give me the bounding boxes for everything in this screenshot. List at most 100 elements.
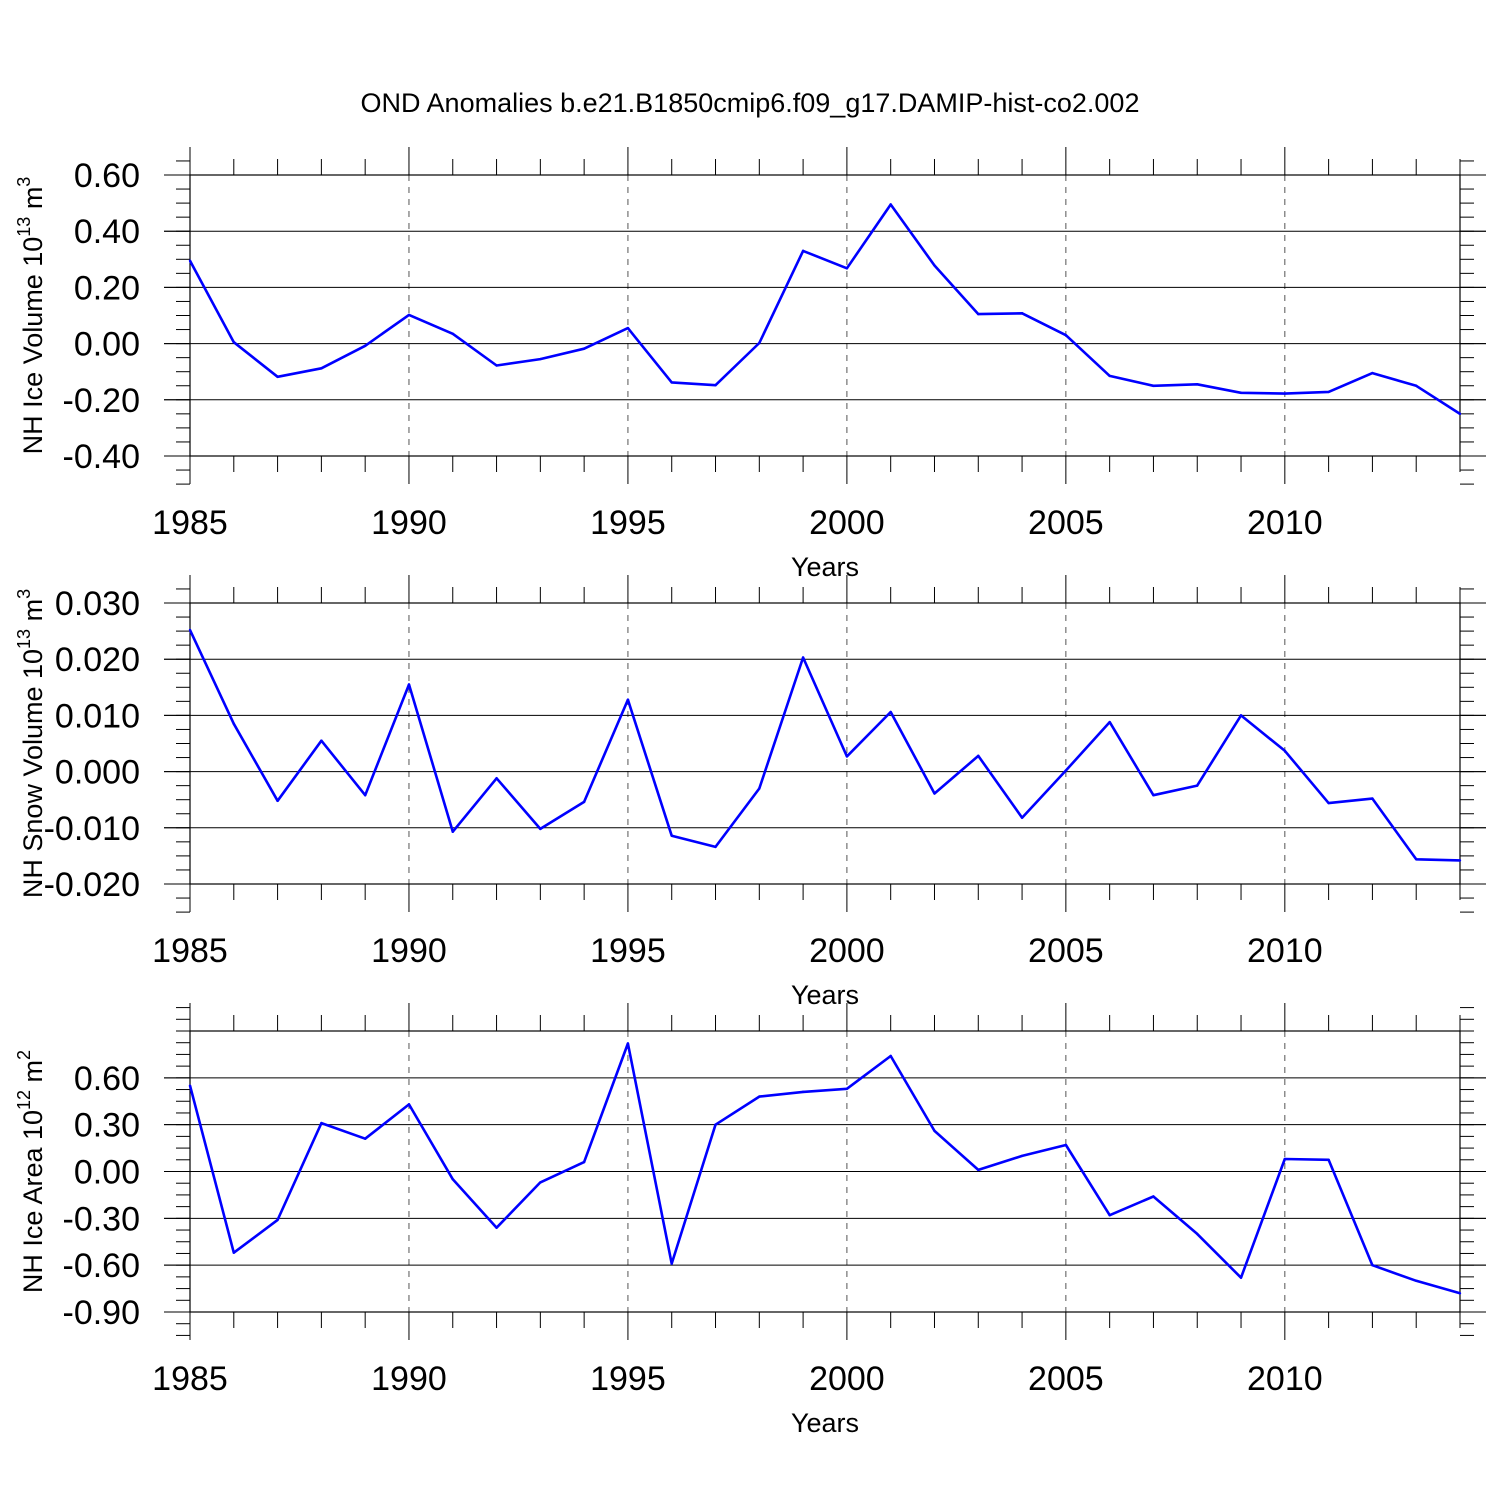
data-point xyxy=(933,264,936,267)
data-point xyxy=(1327,1158,1330,1161)
data-point xyxy=(1327,801,1330,805)
y-tick-label: -0.40 xyxy=(63,438,141,476)
x-tick-label: 1995 xyxy=(590,1360,666,1398)
y-tick-label: 0.020 xyxy=(55,641,140,679)
plot-frame xyxy=(189,602,1461,885)
data-point xyxy=(188,259,192,262)
x-tick-label: 2010 xyxy=(1247,1360,1323,1398)
panel-2: -0.020 -0.010 0.000 0.010 0.020 0.030 1985 1990… xyxy=(14,575,1486,1010)
series-line xyxy=(188,203,1461,415)
x-tick-label: 1985 xyxy=(152,504,228,542)
data-point xyxy=(889,203,892,206)
data-point xyxy=(232,722,235,726)
data-point xyxy=(889,1054,892,1058)
x-tick-label: 1985 xyxy=(152,932,228,970)
panel-3: -0.90 -0.60 -0.30 0.00 0.30 0.60 1985 1990 1995 2… xyxy=(14,1003,1486,1438)
y-tick-label: 0.60 xyxy=(74,1060,140,1098)
data-point xyxy=(714,1123,717,1126)
y-tick-label: -0.90 xyxy=(63,1294,141,1332)
y-axis-title: NH Ice Volume 1013 m3 xyxy=(14,177,48,455)
data-point xyxy=(276,375,279,378)
data-point xyxy=(451,1178,454,1181)
data-point xyxy=(1415,384,1418,387)
data-point xyxy=(801,249,805,253)
data-point xyxy=(889,710,892,714)
data-point xyxy=(801,1090,805,1094)
data-point xyxy=(1415,1279,1418,1282)
x-axis-title: Years xyxy=(791,552,859,582)
series-line xyxy=(188,1042,1461,1295)
y-tick-label: 0.010 xyxy=(55,697,140,735)
data-point xyxy=(845,267,849,270)
data-point xyxy=(1371,797,1374,800)
plot-frame xyxy=(189,174,1461,457)
data-point xyxy=(801,656,805,659)
data-point xyxy=(320,739,323,742)
data-point xyxy=(845,755,849,758)
data-point xyxy=(1152,1195,1155,1198)
data-point xyxy=(1458,859,1462,862)
x-tick-label: 2005 xyxy=(1028,1360,1104,1398)
data-point xyxy=(1064,333,1068,337)
x-tick-label: 2000 xyxy=(809,1360,885,1398)
chart-title: OND Anomalies b.e21.B1850cmip6.f09_g17.D… xyxy=(361,88,1140,118)
data-point xyxy=(1108,1214,1111,1217)
y-axis-title-unit-exponent: 3 xyxy=(14,589,34,599)
x-tick-label: 2010 xyxy=(1247,932,1323,970)
y-tick-label: 0.20 xyxy=(74,269,140,307)
data-point xyxy=(1196,784,1199,787)
data-point xyxy=(1371,1263,1374,1267)
data-point xyxy=(933,792,936,795)
x-tick-label: 2005 xyxy=(1028,932,1104,970)
data-point xyxy=(320,367,323,370)
y-tick-label: 0.00 xyxy=(74,326,140,364)
data-point xyxy=(1327,390,1330,394)
data-point xyxy=(1020,1154,1024,1158)
data-point xyxy=(758,1095,761,1098)
y-axis-title-base: NH Ice Volume 10 xyxy=(18,237,48,455)
data-point xyxy=(1239,714,1243,717)
y-tick-label: -0.60 xyxy=(63,1247,141,1285)
y-axis-title-unit-exponent: 3 xyxy=(14,177,34,187)
data-point xyxy=(977,754,980,758)
y-axis-title-unit: m xyxy=(18,187,48,217)
data-point xyxy=(1239,391,1243,394)
data-point xyxy=(626,326,630,330)
data-point xyxy=(1020,312,1024,315)
y-axis-title-base: NH Ice Area 10 xyxy=(18,1110,48,1293)
y-axis-title-exponent: 13 xyxy=(14,629,34,649)
data-point xyxy=(276,1218,279,1222)
data-point xyxy=(1239,1276,1243,1279)
y-tick-label: -0.020 xyxy=(44,866,140,904)
y-tick-label: 0.000 xyxy=(55,754,140,792)
y-tick-label: -0.20 xyxy=(63,382,141,420)
data-point xyxy=(1196,1232,1199,1236)
x-tick-label: 2000 xyxy=(809,932,885,970)
y-tick-label: 0.00 xyxy=(74,1154,140,1192)
data-point xyxy=(582,800,586,804)
data-point xyxy=(1064,769,1068,772)
data-point xyxy=(1283,749,1287,753)
data-point xyxy=(1020,816,1024,819)
x-tick-label: 2005 xyxy=(1028,504,1104,542)
data-point xyxy=(363,1137,367,1140)
y-axis-title: NH Ice Area 1012 m2 xyxy=(14,1050,48,1293)
data-point xyxy=(670,834,673,837)
y-axis-title-exponent: 12 xyxy=(14,1090,34,1110)
y-axis-title-base: NH Snow Volume 10 xyxy=(18,649,48,898)
data-point xyxy=(495,777,498,780)
data-point xyxy=(276,799,279,803)
data-point xyxy=(495,364,498,367)
data-point xyxy=(1458,1292,1462,1295)
data-point xyxy=(188,1084,192,1087)
data-point xyxy=(670,381,673,384)
y-tick-label: -0.010 xyxy=(44,810,140,848)
data-point xyxy=(714,845,717,849)
series-line xyxy=(188,629,1461,862)
x-tick-label: 1990 xyxy=(371,932,447,970)
data-point xyxy=(539,357,542,361)
y-tick-label: 0.60 xyxy=(74,157,140,195)
data-point xyxy=(363,794,367,797)
x-tick-label: 1995 xyxy=(590,932,666,970)
panel-1: -0.40 -0.20 0.00 0.20 0.40 0.60 1985 1990 1995 20… xyxy=(14,147,1486,582)
